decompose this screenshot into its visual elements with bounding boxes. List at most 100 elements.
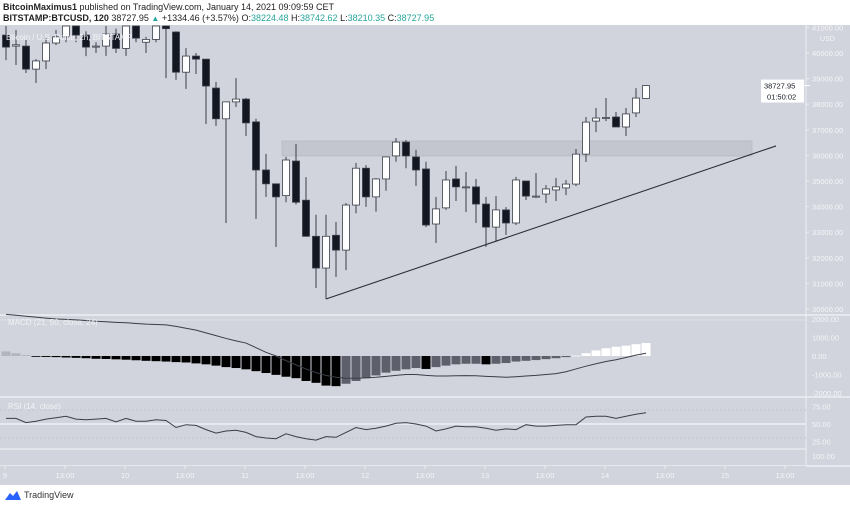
macd-histogram-bar xyxy=(461,356,471,364)
candle-bullish xyxy=(602,117,610,119)
macd-histogram-bar xyxy=(161,356,171,362)
macd-axis-label: 2000.00 xyxy=(812,315,839,324)
time-axis[interactable] xyxy=(0,466,806,485)
macd-histogram-bar xyxy=(251,356,261,372)
last-price: 38727.95 xyxy=(111,13,149,23)
low-value: 38210.35 xyxy=(347,13,386,23)
time-label: 10 xyxy=(121,471,129,480)
candle-bearish xyxy=(212,87,220,120)
candle-bullish xyxy=(582,121,590,155)
candle-bullish xyxy=(512,179,520,224)
macd-histogram-bar xyxy=(91,356,101,359)
rsi-line xyxy=(6,412,647,441)
price-label: 32000.00 xyxy=(812,254,843,263)
macd-histogram-bar xyxy=(81,356,91,359)
candle-bullish xyxy=(42,42,50,62)
currency-label: USD xyxy=(820,36,835,43)
candle-bearish xyxy=(332,234,340,251)
candle-bullish xyxy=(62,25,70,38)
macd-histogram-bar xyxy=(121,356,131,360)
macd-histogram-bar xyxy=(191,356,201,364)
candle-bullish xyxy=(142,39,150,43)
chart-background xyxy=(0,25,850,485)
candle-bearish xyxy=(132,25,140,39)
candle-bearish xyxy=(502,209,510,224)
price-axis[interactable] xyxy=(806,25,850,466)
time-label: 13:00 xyxy=(296,471,315,480)
high-label: H: xyxy=(291,13,301,23)
macd-histogram-bar xyxy=(351,356,361,381)
macd-histogram-bar xyxy=(511,356,521,362)
macd-histogram-bar xyxy=(21,355,31,356)
candle-bullish xyxy=(572,153,580,185)
macd-histogram-bar xyxy=(621,345,631,356)
tradingview-logo[interactable]: TradingView xyxy=(5,490,74,500)
time-label: 11 xyxy=(241,471,249,480)
macd-histogram-bar xyxy=(401,356,411,370)
macd-histogram-bar xyxy=(271,356,281,375)
macd-histogram-bar xyxy=(421,356,431,369)
symbol-name: BITSTAMP:BTCUSD, 120 xyxy=(3,13,109,23)
close-value: 38727.95 xyxy=(396,13,435,23)
macd-axis-label: -2000.00 xyxy=(812,389,842,398)
candle-bullish xyxy=(532,195,540,198)
candle-bullish xyxy=(342,204,350,251)
brand-name: TradingView xyxy=(24,490,74,500)
time-label: 13:00 xyxy=(776,471,795,480)
time-label: 14 xyxy=(601,471,609,480)
candle-bearish xyxy=(302,199,310,237)
macd-histogram-bar xyxy=(331,356,341,387)
price-label: 38000.00 xyxy=(812,100,843,109)
candle-bullish xyxy=(622,113,630,128)
tradingview-logo-icon xyxy=(5,491,21,500)
candle-bullish xyxy=(182,55,190,73)
macd-histogram-bar xyxy=(11,353,21,356)
candle-bearish xyxy=(292,160,300,203)
ascending-trendline[interactable] xyxy=(325,145,777,300)
macd-histogram-bar xyxy=(581,353,591,356)
macd-histogram-bar xyxy=(641,343,651,356)
up-arrow-icon: ▲ xyxy=(151,14,160,23)
macd-histogram-bar xyxy=(341,356,351,384)
macd-histogram-bar xyxy=(391,356,401,371)
candle-bearish xyxy=(2,34,10,48)
resistance-zone[interactable] xyxy=(281,140,753,157)
time-label: 13:00 xyxy=(56,471,75,480)
candle-bearish xyxy=(472,186,480,205)
candle-bearish xyxy=(312,235,320,269)
price-chart[interactable]: 41000.00 40000.00 39000.00 38000.00 37000.00… xyxy=(0,25,850,485)
price-label: 36000.00 xyxy=(812,151,843,160)
macd-histogram-bar xyxy=(1,351,11,356)
candle-bearish xyxy=(172,31,180,73)
price-label: 35000.00 xyxy=(812,177,843,186)
macd-histogram-bar xyxy=(231,356,241,369)
candle-bullish xyxy=(492,209,500,228)
price-label: 39000.00 xyxy=(812,75,843,84)
publish-info: BitcoinMaximus1 published on TradingView… xyxy=(3,2,334,12)
macd-histogram-bar xyxy=(321,356,331,386)
macd-histogram-bar xyxy=(601,348,611,356)
macd-histogram-bar xyxy=(311,356,321,383)
macd-histogram-bar xyxy=(361,356,371,379)
price-change: +1334.46 (+3.57%) xyxy=(161,13,239,23)
macd-axis-label: -1000.00 xyxy=(812,371,842,380)
price-label: 41000.00 xyxy=(812,25,843,32)
time-label: 12 xyxy=(361,471,369,480)
close-label: C: xyxy=(387,13,397,23)
candle-bullish xyxy=(102,33,110,47)
candle-bullish xyxy=(562,183,570,189)
candle-bearish xyxy=(22,45,30,70)
current-price-tag xyxy=(761,79,804,103)
price-label: 30000.00 xyxy=(812,305,843,314)
author-name[interactable]: BitcoinMaximus1 xyxy=(3,2,78,12)
macd-histogram-bar xyxy=(571,355,581,357)
macd-histogram-bar xyxy=(531,356,541,361)
macd-histogram-bar xyxy=(31,356,41,357)
candle-bullish xyxy=(432,208,440,225)
price-label: 34000.00 xyxy=(812,203,843,212)
candle-bullish xyxy=(592,117,600,122)
macd-histogram-bar xyxy=(501,356,511,364)
candle-bullish xyxy=(382,156,390,180)
macd-histogram-bar xyxy=(551,356,561,359)
candle-bearish xyxy=(482,203,490,228)
